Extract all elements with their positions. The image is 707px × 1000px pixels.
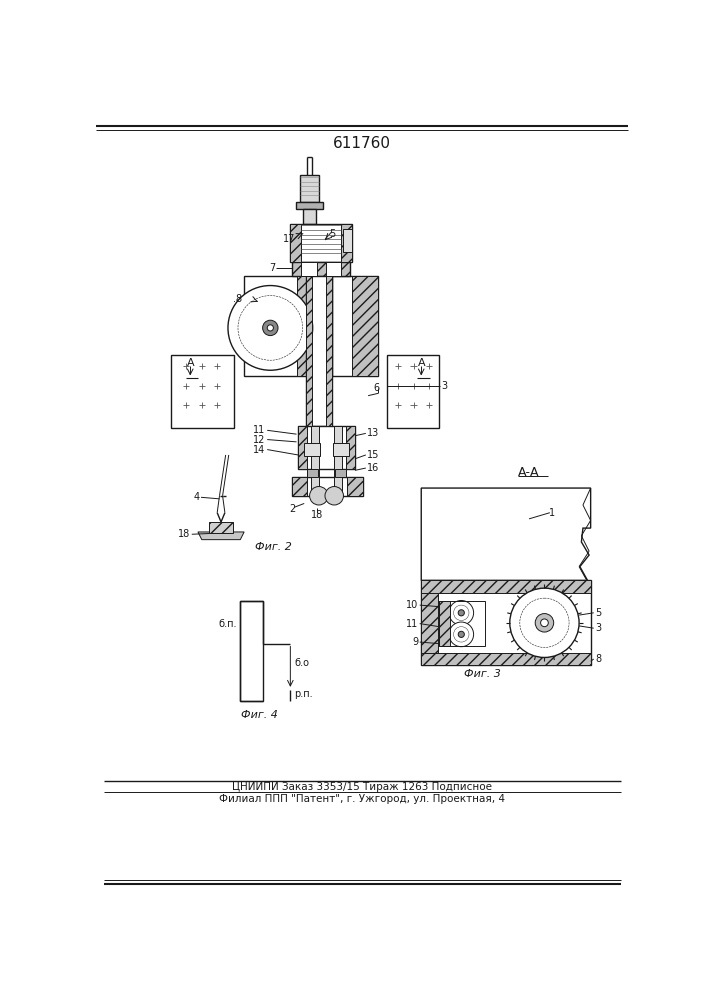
Circle shape	[541, 619, 549, 627]
Circle shape	[458, 610, 464, 616]
Bar	[291, 224, 301, 262]
Text: 18: 18	[178, 529, 190, 539]
Circle shape	[449, 600, 474, 625]
Bar	[209, 522, 233, 533]
Bar	[296, 276, 313, 376]
Bar	[300, 175, 319, 202]
Text: 10: 10	[406, 600, 418, 610]
Bar	[343, 229, 352, 252]
Bar	[292, 262, 351, 276]
Text: 11: 11	[406, 619, 418, 629]
Bar	[311, 426, 319, 496]
Circle shape	[325, 487, 344, 505]
Bar	[421, 593, 438, 653]
Text: 5: 5	[329, 229, 336, 239]
Text: 13: 13	[368, 428, 380, 438]
Bar	[332, 276, 378, 376]
Circle shape	[449, 622, 474, 647]
Bar	[346, 426, 355, 469]
Bar	[292, 477, 363, 496]
Circle shape	[262, 320, 278, 336]
Bar	[326, 262, 341, 276]
Bar	[291, 224, 352, 262]
Bar	[296, 202, 324, 209]
Bar	[335, 469, 346, 477]
Text: А-А: А-А	[518, 466, 539, 479]
Polygon shape	[421, 488, 590, 580]
Bar	[326, 276, 332, 426]
Bar	[301, 262, 317, 276]
Bar	[421, 580, 590, 593]
Text: б.о: б.о	[294, 658, 309, 668]
Text: .8: .8	[233, 294, 242, 304]
Bar	[387, 355, 439, 428]
Text: 611760: 611760	[333, 136, 391, 151]
Text: 3: 3	[441, 381, 448, 391]
Text: 3: 3	[595, 623, 602, 633]
Circle shape	[535, 614, 554, 632]
Text: 16: 16	[368, 463, 380, 473]
Text: А: А	[417, 358, 425, 368]
Text: б.п.: б.п.	[218, 619, 236, 629]
Bar	[303, 209, 316, 224]
Text: ЦНИИПИ Заказ 3353/15 Тираж 1263 Подписное: ЦНИИПИ Заказ 3353/15 Тираж 1263 Подписно…	[232, 782, 492, 792]
Text: Фиг. 4: Фиг. 4	[241, 710, 278, 720]
Bar	[292, 477, 308, 496]
Bar	[334, 443, 349, 456]
Text: 6: 6	[373, 383, 380, 393]
Text: А: А	[187, 358, 194, 368]
Text: 9: 9	[412, 637, 418, 647]
Text: 4: 4	[193, 492, 199, 502]
Bar	[171, 355, 234, 428]
Text: 1: 1	[549, 508, 555, 518]
Text: Филиал ППП "Патент", г. Ужгород, ул. Проектная, 4: Филиал ППП "Патент", г. Ужгород, ул. Про…	[219, 794, 505, 804]
Circle shape	[458, 631, 464, 637]
Bar	[439, 601, 485, 646]
Bar	[240, 601, 264, 701]
Circle shape	[267, 325, 274, 331]
Text: 7: 7	[269, 263, 275, 273]
Text: 8: 8	[595, 654, 602, 664]
Text: 15: 15	[368, 450, 380, 460]
Bar	[439, 601, 450, 646]
Bar	[347, 477, 363, 496]
Bar	[244, 276, 305, 376]
Circle shape	[510, 588, 579, 657]
Bar	[305, 276, 312, 426]
Text: р.п.: р.п.	[294, 689, 312, 699]
Polygon shape	[198, 532, 244, 540]
Text: Фиг. 2: Фиг. 2	[255, 542, 292, 552]
Bar	[421, 580, 590, 665]
Bar	[421, 653, 590, 665]
Text: 18: 18	[311, 510, 323, 520]
Text: 12: 12	[253, 435, 266, 445]
Circle shape	[228, 286, 312, 370]
Bar	[304, 443, 320, 456]
Text: 14: 14	[253, 445, 266, 455]
Text: 2: 2	[290, 504, 296, 514]
Bar	[334, 426, 342, 496]
Text: 17: 17	[283, 234, 295, 244]
Bar	[341, 224, 352, 262]
Bar	[308, 469, 318, 477]
Text: 11: 11	[253, 425, 266, 435]
Bar	[298, 426, 308, 469]
Bar	[298, 426, 355, 469]
Text: 5: 5	[595, 608, 602, 618]
Bar	[352, 276, 378, 376]
Text: Фиг. 3: Фиг. 3	[464, 669, 501, 679]
Bar	[305, 276, 332, 426]
Circle shape	[310, 487, 328, 505]
